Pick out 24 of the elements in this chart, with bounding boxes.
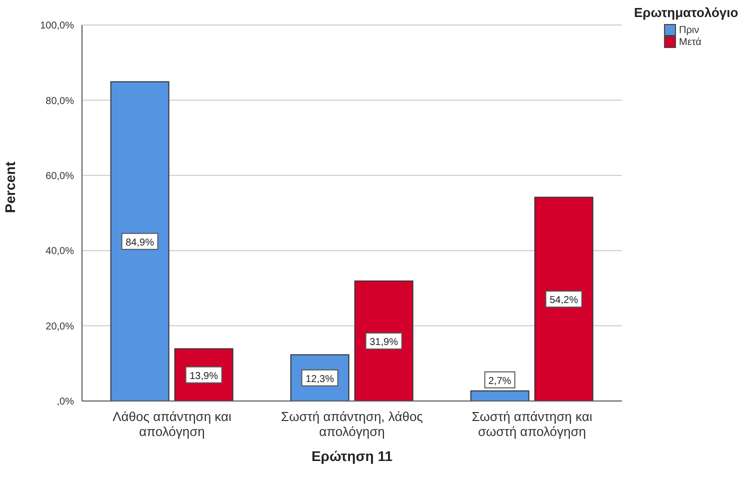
- y-tick-label: 20,0%: [46, 321, 74, 332]
- bar: [534, 196, 594, 401]
- y-axis-title: Percent: [2, 161, 18, 213]
- data-label: 54,2%: [550, 295, 578, 306]
- bar: [470, 390, 530, 401]
- legend-title: Ερωτηματολόγιο: [634, 5, 740, 20]
- bar: [354, 280, 414, 401]
- y-tick-label: 40,0%: [46, 246, 74, 258]
- data-label: 2,7%: [488, 376, 512, 387]
- data-label: 12,3%: [306, 374, 334, 385]
- legend-label: Πριν: [678, 24, 700, 36]
- data-label: 31,9%: [370, 337, 398, 348]
- y-tick-label: 60,0%: [46, 170, 74, 182]
- x-axis-title: Ερώτηση 11: [311, 448, 393, 464]
- bar: [110, 81, 170, 401]
- legend-label: Μετά: [678, 36, 702, 48]
- data-label: 13,9%: [190, 370, 218, 382]
- x-tick-label: Λάθος απάντηση και απολόγηση: [112, 409, 232, 439]
- x-tick-label: Σωστή απάντηση και σωστή απολόγηση: [472, 409, 592, 439]
- x-tick-label: Σωστή απάντηση, λάθος απολόγηση: [281, 409, 423, 439]
- y-tick-label: ,0%: [56, 396, 74, 408]
- y-tick-label: 100,0%: [40, 20, 74, 32]
- y-tick-label: 80,0%: [46, 96, 74, 107]
- data-label: 84,9%: [126, 237, 154, 248]
